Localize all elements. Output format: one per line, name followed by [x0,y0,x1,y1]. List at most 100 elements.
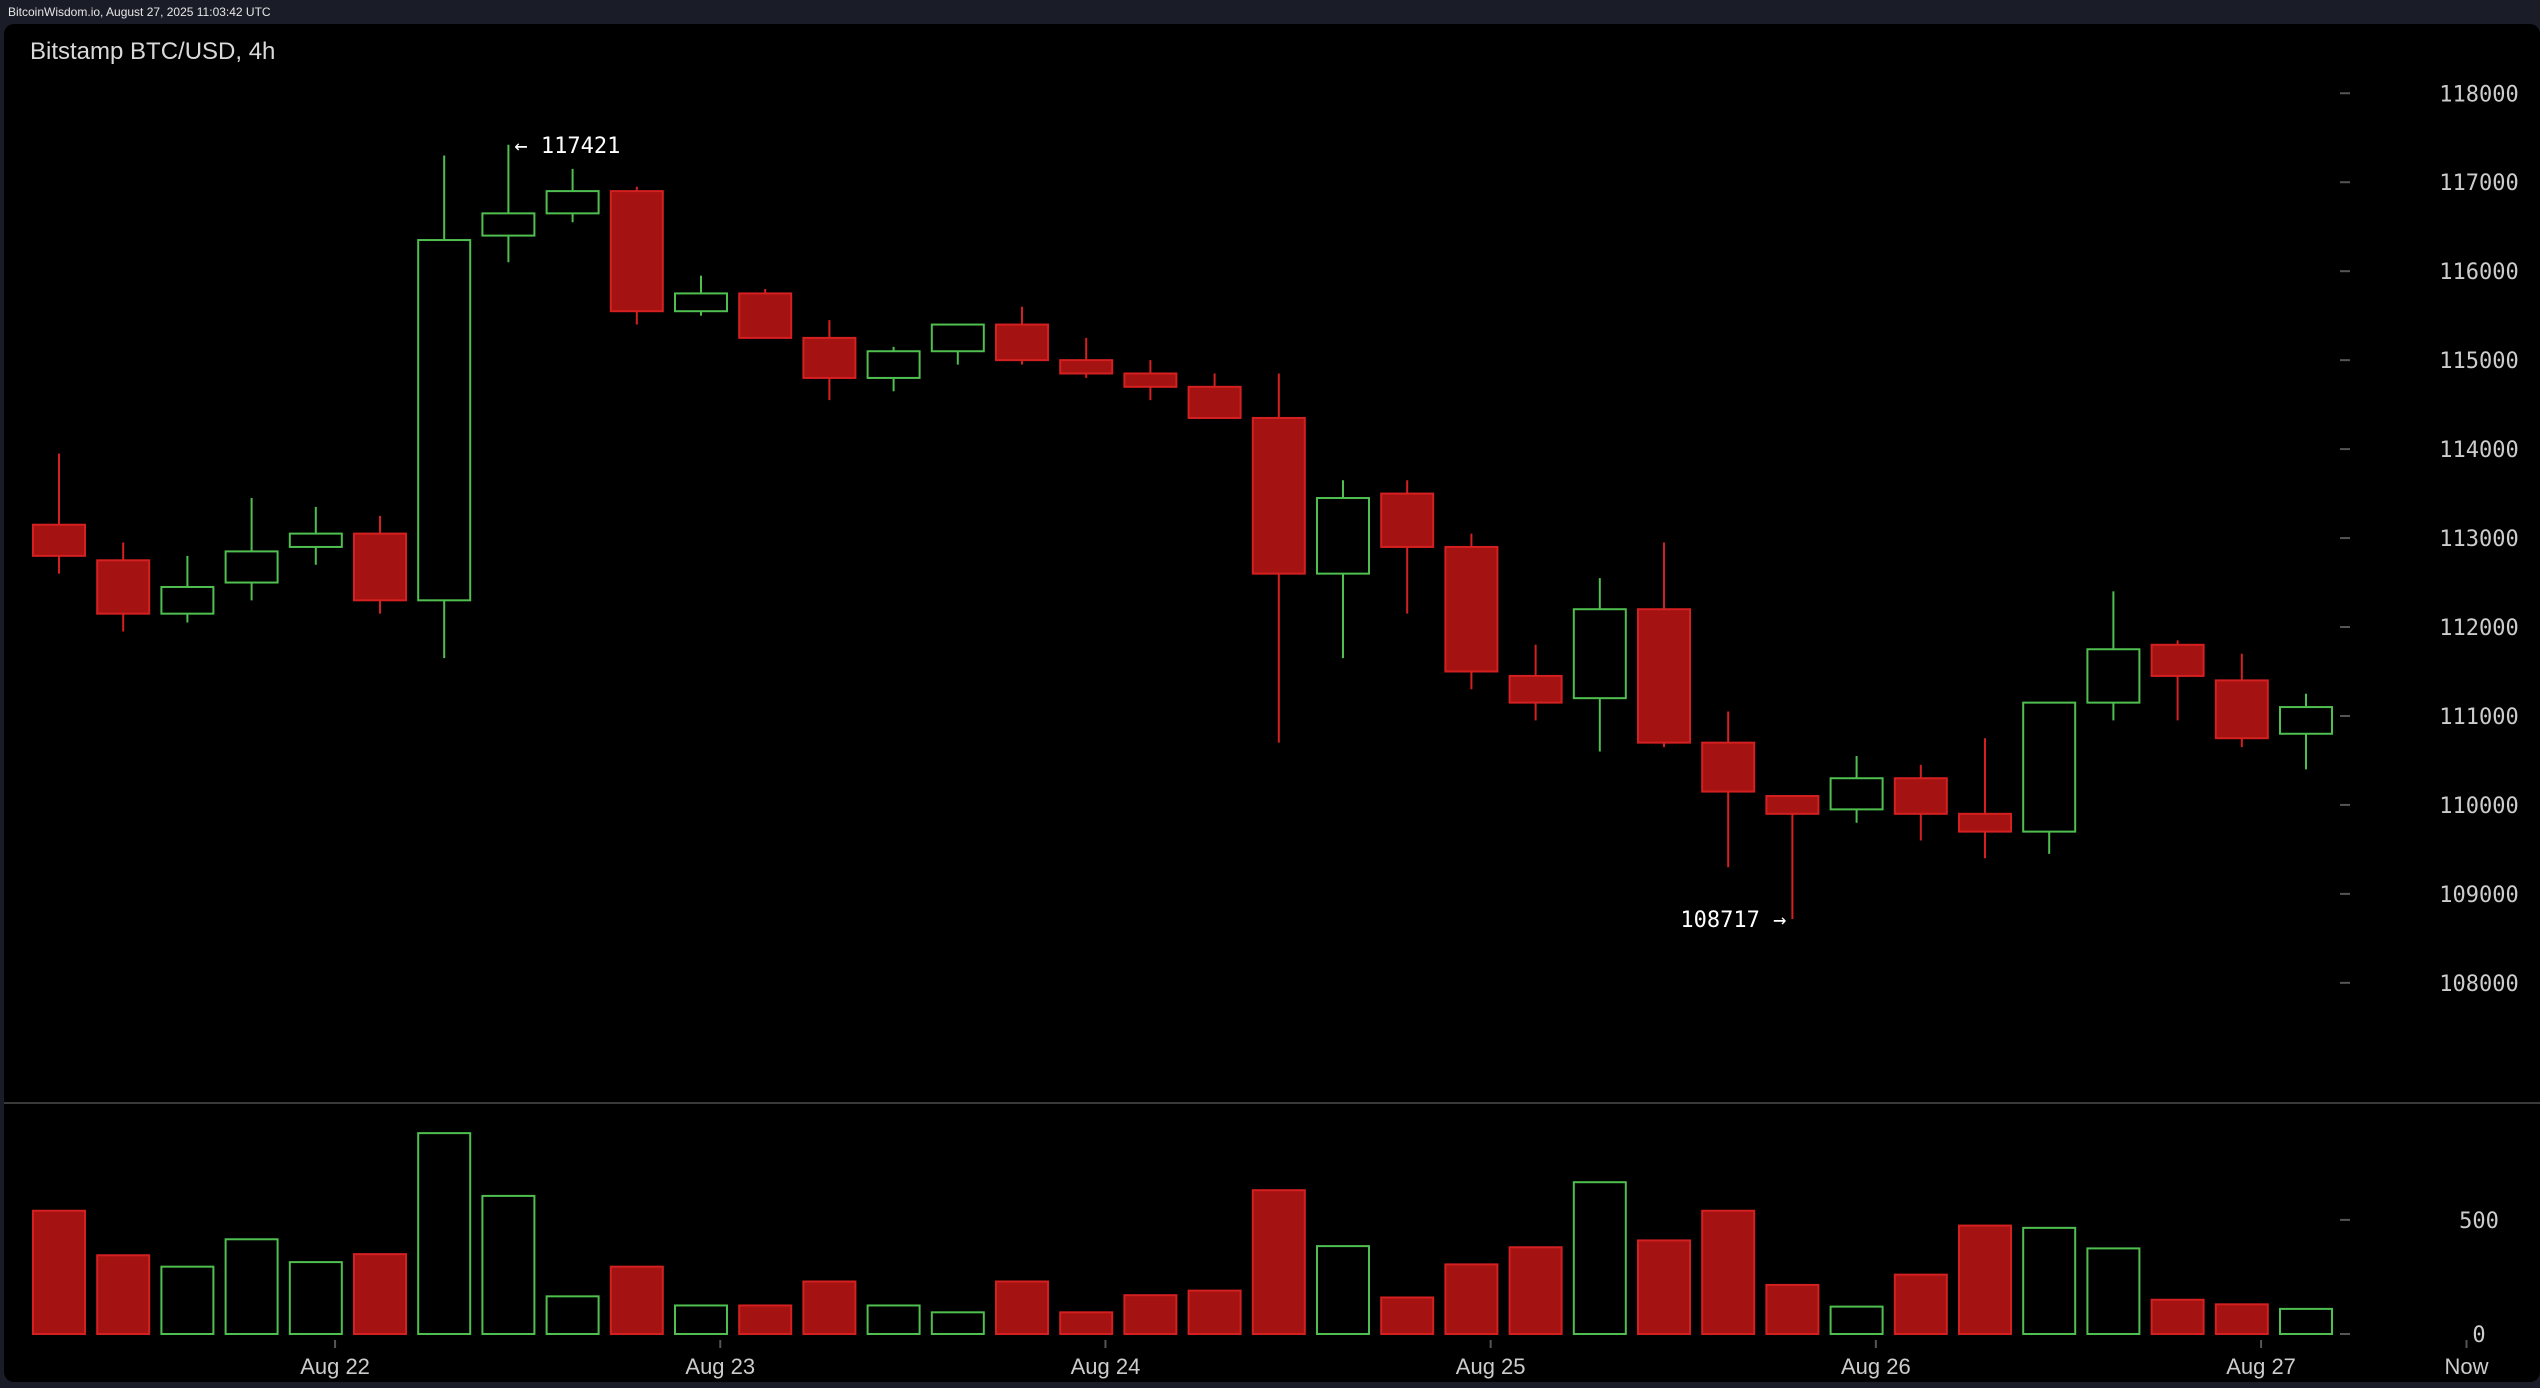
price-axis: 108000 109000 110000 111000 112000 113000 1140… [2340,82,2519,997]
volume-bar-up [2086,1247,2141,1336]
candle [1380,480,1435,614]
candle [96,542,151,632]
candle-body-up [545,190,600,215]
volume-bar-up [2022,1226,2077,1335]
volume-bar-down [1059,1311,1114,1335]
candle [1637,542,1691,748]
candle [353,515,407,614]
candles-layer [32,144,2333,920]
candle-body-up [481,212,536,237]
candle-body-down [1958,812,2012,833]
candle-body-down [1893,777,1948,815]
candle-body-down [2214,679,2269,740]
time-tick-label: Aug 24 [1071,1354,1141,1379]
volume-bar-up [224,1238,279,1335]
price-tick-label: 114000 [2439,438,2518,463]
candle-body-up [866,350,921,379]
volume-bar-down [2214,1303,2269,1335]
candle-body-down [1251,416,1306,575]
candle-body-down [1765,795,1820,815]
candle [2086,591,2141,721]
candle [2150,640,2205,721]
price-tick-label: 116000 [2439,260,2518,285]
candle-body-down [2150,643,2205,677]
candle [1572,578,1627,752]
volume-bar-down [1893,1273,1948,1336]
volume-bar-up [1829,1305,1884,1335]
price-tick-label: 111000 [2439,705,2518,730]
volume-bar-up [288,1261,343,1335]
volume-bar-down [1958,1224,2012,1335]
chart-title: Bitstamp BTC/USD, 4h [30,38,276,65]
candle-body-down [995,323,1049,362]
candle [417,155,472,659]
candle-body-up [2279,706,2333,735]
volume-bar-down [353,1253,407,1335]
candle-body-up [2022,701,2077,833]
low-annotation: 108717 → [1680,908,1786,933]
candle [1829,755,1884,823]
candle-body-up [417,239,472,602]
volume-bar-down [995,1280,1049,1335]
candle-body-up [1829,777,1884,811]
candle [1893,764,1948,841]
price-tick-label: 108000 [2439,972,2518,997]
candle-body-down [802,336,857,379]
volume-bar-up [2279,1307,2333,1336]
candle-body-down [32,523,86,557]
volume-bar-down [1380,1296,1435,1336]
candle [930,323,985,365]
candle [1701,711,1756,868]
candle [1316,480,1370,659]
volume-bar-up [545,1295,600,1335]
time-axis: Aug 22 Aug 23 Aug 24 Aug 25 Aug 26 Aug 27 Now [300,1340,2489,1379]
candle [2022,701,2077,854]
candle [1508,644,1563,721]
candle-body-up [224,550,279,584]
candle-body-down [1380,492,1435,548]
volume-bar-up [674,1304,728,1336]
time-tick-label: Now [2444,1354,2488,1379]
candle [674,275,728,316]
candle [1958,738,2012,859]
volume-bar-up [1316,1245,1370,1335]
volume-bar-down [609,1265,664,1336]
high-annotation: ← 117421 [514,134,620,159]
price-tick-label: 118000 [2439,82,2518,107]
candle [995,306,1049,365]
volume-bar-down [1508,1246,1563,1335]
candle [802,320,857,401]
candle [738,288,793,339]
candle-body-down [609,190,664,313]
volume-axis: 0 500 [2340,1209,2499,1348]
candle-body-up [930,323,985,353]
candle [288,506,343,565]
volume-bar-down [32,1209,86,1336]
volume-tick-label: 0 [2472,1323,2485,1348]
volume-bar-down [1765,1283,1820,1336]
price-tick-label: 117000 [2439,171,2518,196]
candle-body-down [1187,385,1242,419]
candle-body-up [1572,608,1627,700]
candle-body-down [738,292,793,339]
candle [160,555,215,623]
annotations-layer: ← 117421 108717 → [514,134,1786,933]
candle-body-down [1444,545,1499,673]
candle [1187,373,1242,419]
volume-bar-up [1572,1181,1627,1336]
candle-body-up [674,292,728,313]
candle [2214,653,2269,748]
time-tick-label: Aug 26 [1841,1354,1911,1379]
time-tick-label: Aug 23 [685,1354,755,1379]
volume-layer [32,1132,2333,1336]
candle [2279,693,2333,770]
candle-body-up [1316,497,1370,575]
candle-body-up [288,532,343,548]
candle-body-down [1637,608,1691,744]
volume-bar-down [1187,1289,1242,1336]
volume-bar-up [866,1304,921,1336]
candle [866,346,921,392]
candlestick-chart: 108000 109000 110000 111000 112000 113000 1140… [4,82,2540,1379]
volume-bar-down [2150,1298,2205,1335]
candle-body-down [1123,372,1178,388]
